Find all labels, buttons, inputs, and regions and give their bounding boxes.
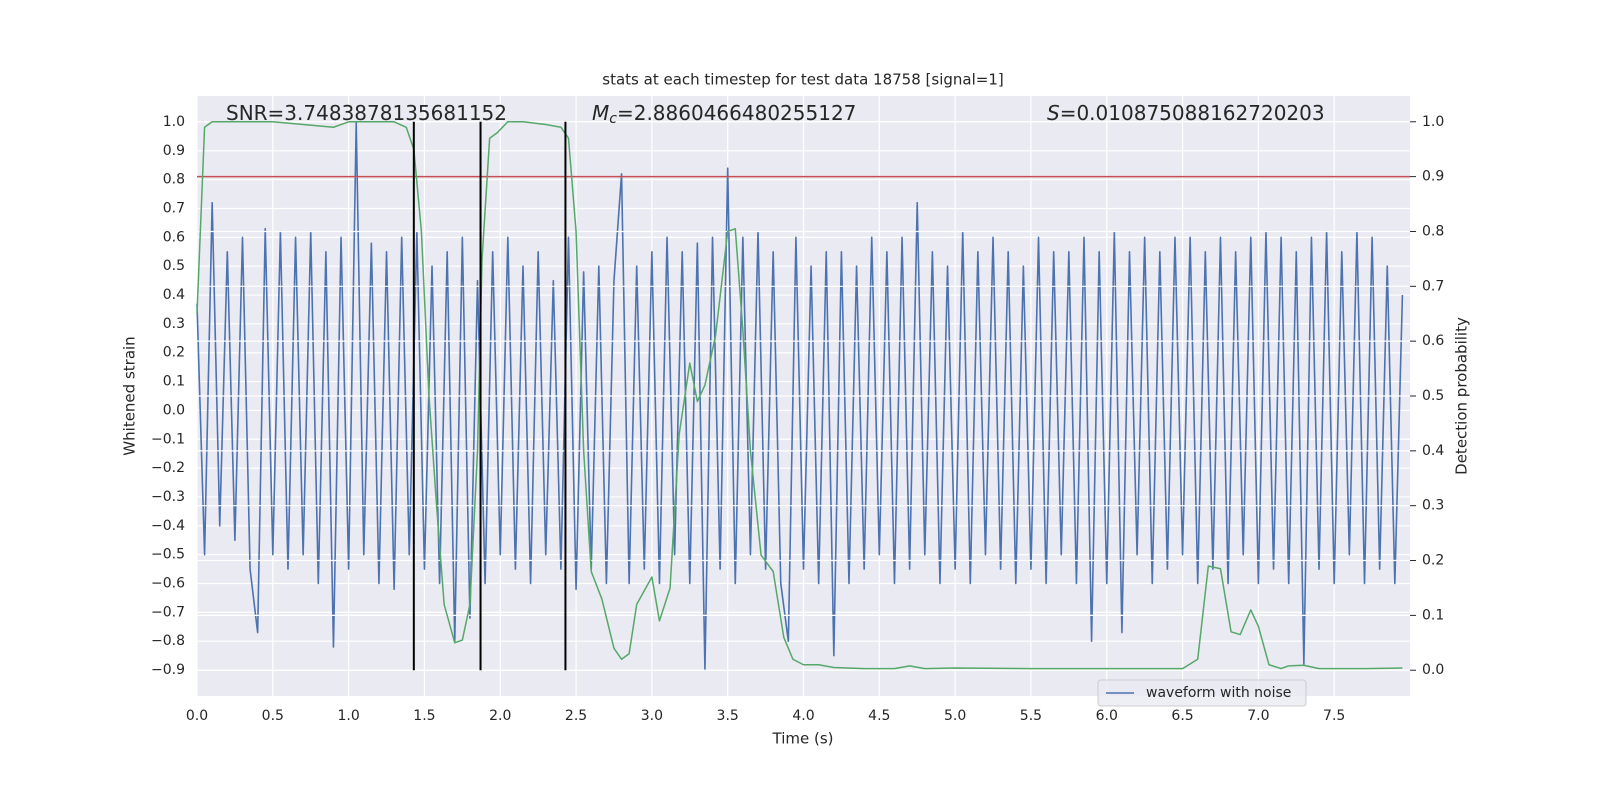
x-tick-label: 2.5 (565, 708, 587, 724)
x-tick-label: 1.5 (413, 708, 435, 724)
y-tick-label: 0.2 (163, 345, 185, 361)
y-tick-label: −0.3 (151, 489, 185, 505)
y-tick-label: −0.1 (151, 431, 185, 447)
x-tick-label: 0.5 (262, 708, 284, 724)
annotation-symbol: M (592, 101, 609, 125)
y-axis-label: Whitened strain (121, 336, 139, 455)
y-tick-label: −0.9 (151, 662, 185, 678)
annotation: S=0.010875088162720203 (1047, 101, 1325, 125)
y2-tick-label: 0.2 (1422, 553, 1444, 569)
y2-tick-label: 0.8 (1422, 223, 1444, 239)
probability-line (196, 121, 1403, 670)
x-tick-label: 1.0 (337, 708, 359, 724)
y-tick-label: 0.7 (163, 201, 185, 217)
x-tick-label: 6.0 (1096, 708, 1118, 724)
x-tick-label: 5.5 (1020, 708, 1042, 724)
legend-box (1097, 679, 1307, 707)
y-tick-label: −0.6 (151, 576, 185, 592)
y-tick-label: −0.8 (151, 633, 185, 649)
y-tick-label: 0.1 (163, 374, 185, 390)
y-tick-label: −0.7 (151, 604, 185, 620)
x-tick-label: 4.0 (792, 708, 814, 724)
x-axis-label: Time (s) (772, 730, 834, 748)
x-tick-label: 5.0 (944, 708, 966, 724)
annotation-symbol: S (1047, 101, 1060, 125)
legend-label: waveform with noise (1146, 685, 1291, 701)
annotation-subscript: c (609, 111, 617, 127)
y2-tick-label: 1.0 (1422, 114, 1444, 130)
y-tick-label: −0.2 (151, 460, 185, 476)
annotation-text: =2.8860466480255127 (617, 101, 856, 125)
x-tick-label: 6.5 (1171, 708, 1193, 724)
y-tick-label: 0.4 (163, 287, 185, 303)
y-tick-label: 0.6 (163, 229, 185, 245)
y2-tick-label: 0.4 (1422, 443, 1444, 459)
y2-tick-label: 0.3 (1422, 498, 1444, 514)
y2-tick-label: 0.1 (1422, 607, 1444, 623)
y-tick-label: 0.3 (163, 316, 185, 332)
annotation-text: =0.010875088162720203 (1060, 101, 1325, 125)
annotation-text: SNR=3.7483878135681152 (226, 101, 507, 125)
annotation: SNR=3.7483878135681152 (226, 101, 507, 125)
y-tick-label: 0.5 (163, 258, 185, 274)
chart-title: stats at each timestep for test data 187… (602, 71, 1003, 89)
annotation: Mc=2.8860466480255127 (592, 101, 856, 128)
x-tick-label: 2.0 (489, 708, 511, 724)
y-tick-label: −0.4 (151, 518, 185, 534)
y2-axis-label: Detection probability (1453, 317, 1471, 475)
x-tick-label: 4.5 (868, 708, 890, 724)
x-tick-label: 0.0 (186, 708, 208, 724)
y-tick-label: 0.0 (163, 402, 185, 418)
y-tick-label: 0.9 (163, 143, 185, 159)
y-tick-label: −0.5 (151, 547, 185, 563)
x-tick-label: 3.0 (641, 708, 663, 724)
waveform-line (196, 121, 1404, 671)
y-tick-label: 1.0 (163, 114, 185, 130)
x-tick-label: 7.5 (1323, 708, 1345, 724)
y2-tick-label: 0.6 (1422, 333, 1444, 349)
y2-tick-label: 0.5 (1422, 388, 1444, 404)
y-tick-label: 0.8 (163, 172, 185, 188)
y2-tick-label: 0.7 (1422, 278, 1444, 294)
y2-tick-label: 0.0 (1422, 662, 1444, 678)
x-tick-label: 3.5 (717, 708, 739, 724)
y2-tick-label: 0.9 (1422, 169, 1444, 185)
x-tick-label: 7.0 (1247, 708, 1269, 724)
